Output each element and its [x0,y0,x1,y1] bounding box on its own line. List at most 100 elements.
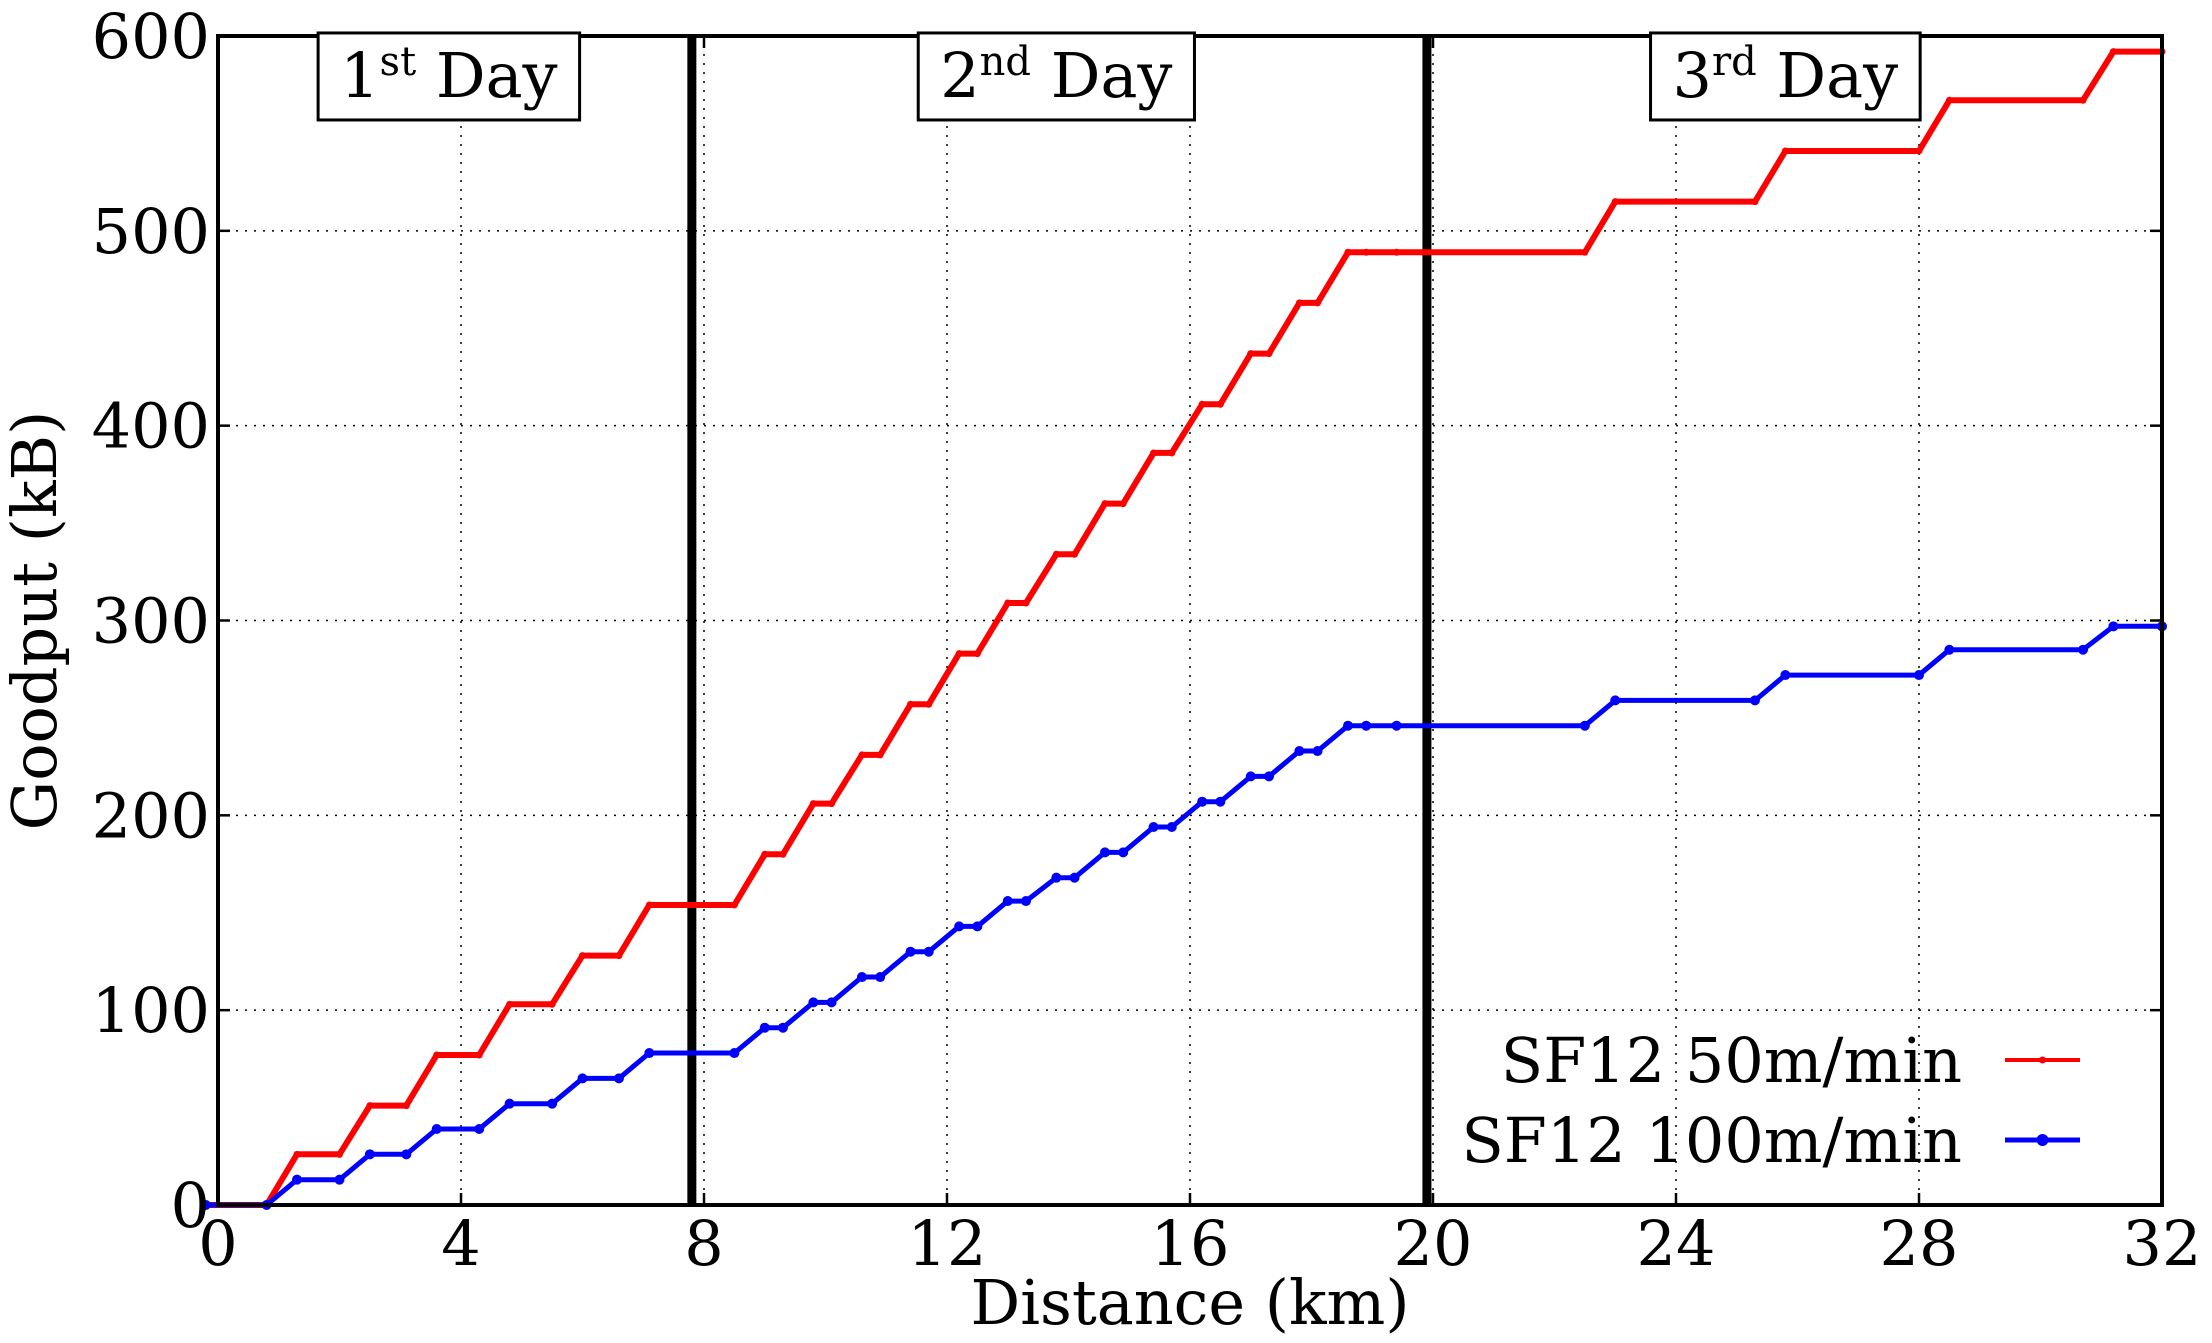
series-1-point [972,921,983,932]
series-0-point [548,1000,556,1008]
x-tick-label: 8 [684,1207,723,1280]
series-0-point [1247,350,1255,358]
x-tick-label: 20 [1394,1207,1473,1280]
series-1-point [291,1174,302,1185]
series-1-point [474,1124,485,1135]
series-1-point [1069,872,1080,883]
day-label-box-2 [916,31,1196,122]
series-0-point [1295,299,1303,307]
y-tick-label: 0 [171,1169,210,1242]
series-1-point [200,1200,211,1210]
day-label-number: 1 [340,39,379,112]
day-label-word: Day [1757,39,1898,112]
series-1-point [1610,695,1621,706]
day-label-1: 1st Day [340,39,557,112]
series-1-point [923,946,934,957]
series-0-point [1022,599,1030,607]
series-0-point [1216,400,1224,408]
series-0-point [1344,248,1352,256]
series-1-point [777,1022,788,1033]
series-0-point [1071,550,1079,558]
annotation-layer: 1st Day 2nd Day 3rd Day [316,31,1922,122]
series-1-point [1391,720,1402,731]
series-1-point [1215,796,1226,807]
series-1-point [1342,720,1353,731]
series-1-point [808,997,819,1008]
series-1-point [1118,847,1129,858]
series-0-point [1945,96,1953,104]
day-label-box-3 [1649,31,1922,122]
series-1-point [826,997,837,1008]
series-1-point [364,1149,375,1160]
series-0-point [336,1150,343,1158]
series-1-point [905,946,916,957]
series-0-point [1362,248,1370,256]
series-0-point [579,952,586,960]
y-axis-title: Goodput (kB) [0,411,71,831]
series-0-point [366,1102,374,1110]
x-tick-label: 32 [2123,1207,2202,1280]
series-0-point [1198,400,1206,408]
legend-label-sf12-50: SF12 50m/min [1501,1024,1962,1097]
legend-marker-1 [2036,1134,2049,1146]
series-1-point [1294,746,1305,757]
series-0-point [1581,248,1589,256]
series-1-point [613,1073,624,1084]
series-1-point [1749,695,1760,706]
x-tick-label: 28 [1880,1207,1959,1280]
series-1-point [1166,822,1177,833]
day-label-number: 2 [940,39,979,112]
series-0-point [1915,147,1923,155]
series-1-point [856,972,867,983]
y-tick-label: 200 [92,779,210,852]
day-label-suffix: rd [1712,39,1757,85]
series-0-point [402,1102,410,1110]
series-1-point [644,1048,655,1059]
y-tick-label: 100 [92,974,210,1047]
x-tick-label: 12 [908,1207,987,1280]
series-1-point [1914,670,1924,681]
day-separator-layer [687,36,1432,1205]
series-1-point [1361,720,1372,731]
series-1-point [1099,847,1110,858]
series-0-point [1314,299,1322,307]
series-0-point [506,1000,514,1008]
x-axis-title: Distance (km) [970,1266,1409,1338]
series-0-point [955,650,963,658]
series-1-point [1780,670,1791,681]
series-0-point [1168,449,1176,457]
series-0-point [2079,96,2087,104]
series-0-point [809,800,817,808]
y-tick-label: 500 [92,195,210,268]
series-0-point [1265,350,1273,358]
series-0-point [779,850,787,858]
series-0-point [615,952,623,960]
series-1-point [1148,822,1159,833]
series-0-point [876,751,884,759]
series-1-point [1002,896,1013,907]
series-0-point [645,901,653,909]
series-1-point [875,972,886,983]
series-1-point [547,1098,558,1109]
x-tick-label: 24 [1637,1207,1716,1280]
day-label-suffix: st [380,39,417,85]
series-1-point [1197,796,1208,807]
series-1-point [431,1124,442,1135]
series-0-point [1150,449,1158,457]
series-0-point [1393,248,1401,256]
series-1-point [2078,644,2089,655]
series-0-point [828,800,836,808]
series-line-0 [205,48,2162,1208]
day-label-suffix: nd [980,39,1031,85]
series-1-point [1020,896,1031,907]
series-0-point [293,1150,301,1158]
series-line-1 [205,623,2162,1208]
series-0-point [475,1051,483,1059]
day-label-2: 2nd Day [940,39,1172,112]
series-0-point [1052,550,1060,558]
series-1-point [1312,746,1323,757]
legend-label-sf12-100: SF12 100m/min [1461,1104,1962,1177]
